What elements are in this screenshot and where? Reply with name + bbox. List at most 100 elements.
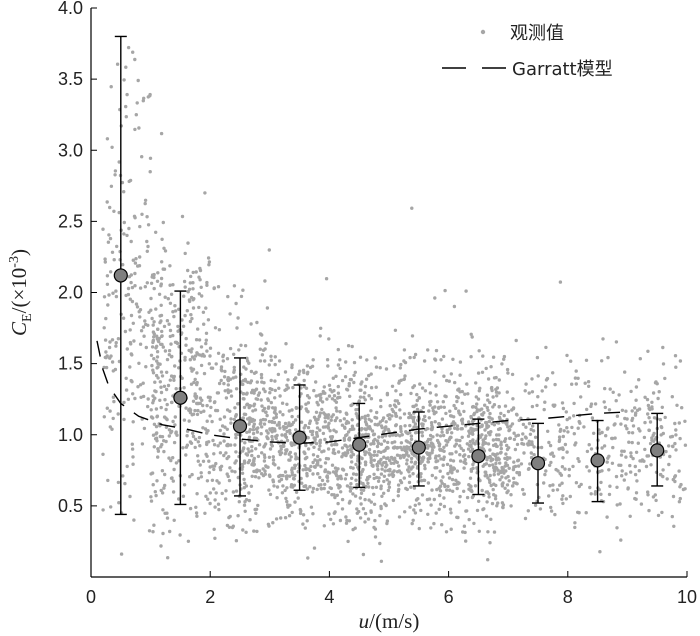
observed-point	[259, 432, 263, 436]
observed-point	[589, 447, 594, 451]
observed-point	[683, 419, 687, 423]
observed-point	[365, 423, 369, 427]
observed-point	[175, 433, 179, 437]
observed-point	[538, 507, 543, 511]
observed-point	[165, 370, 169, 374]
observed-point	[437, 493, 442, 498]
observed-point	[310, 432, 314, 437]
observed-point	[234, 459, 238, 463]
observed-point	[629, 451, 633, 455]
observed-point	[191, 399, 196, 403]
observed-point	[440, 417, 445, 421]
observed-point	[668, 454, 672, 459]
observed-point	[250, 474, 254, 478]
observed-point	[431, 435, 435, 439]
observed-point	[269, 354, 273, 358]
observed-point	[602, 400, 606, 404]
observed-point	[369, 500, 373, 504]
observed-point	[484, 473, 489, 477]
observed-point	[259, 421, 263, 425]
observed-point	[304, 402, 308, 406]
observed-point	[572, 432, 576, 436]
observed-point	[256, 503, 260, 508]
observed-point	[243, 441, 247, 445]
binned-mean-marker	[352, 437, 367, 452]
observed-point	[236, 316, 240, 320]
observed-point	[387, 473, 391, 477]
observed-point	[425, 451, 429, 455]
observed-point	[535, 403, 539, 408]
observed-point	[323, 416, 327, 420]
observed-point	[195, 492, 199, 496]
observed-point	[338, 410, 342, 414]
observed-point	[173, 423, 177, 427]
observed-point	[195, 382, 199, 387]
observed-point	[367, 417, 371, 421]
observed-point	[452, 304, 457, 309]
observed-point	[488, 430, 493, 434]
observed-point	[413, 503, 417, 507]
observed-point	[172, 376, 176, 380]
observed-point	[271, 478, 275, 482]
observed-point	[514, 434, 518, 438]
observed-point	[343, 477, 348, 481]
observed-point	[169, 355, 174, 359]
binned-mean	[352, 402, 367, 489]
observed-point	[159, 276, 164, 281]
observed-point	[469, 414, 473, 419]
observed-point	[271, 458, 276, 462]
observed-point	[622, 478, 626, 482]
observed-point	[524, 425, 528, 429]
observed-point	[322, 524, 326, 528]
observed-point	[598, 431, 602, 436]
observed-point	[291, 485, 295, 489]
observed-point	[630, 409, 634, 413]
observed-point	[332, 511, 336, 515]
observed-point	[311, 512, 315, 516]
observed-point	[154, 407, 159, 411]
observed-point	[213, 400, 217, 404]
observed-point	[498, 427, 502, 431]
observed-point	[122, 417, 126, 422]
observed-point	[466, 447, 471, 451]
observed-point	[345, 433, 349, 437]
observed-point	[427, 409, 431, 413]
observed-point	[165, 511, 169, 515]
observed-point	[330, 463, 335, 467]
observed-point	[475, 409, 479, 414]
observed-point	[381, 416, 386, 420]
observed-point	[121, 474, 125, 478]
observed-point	[402, 412, 407, 416]
observed-point	[353, 526, 357, 530]
observed-point	[420, 430, 424, 434]
observed-point	[623, 416, 627, 421]
observed-point	[333, 495, 337, 500]
observed-point	[546, 429, 550, 433]
observed-point	[237, 500, 241, 504]
observed-point	[607, 408, 612, 412]
x-axis-label-rest: /(m/s)	[369, 609, 419, 633]
observed-point	[293, 500, 297, 504]
observed-point	[333, 442, 337, 447]
observed-point	[111, 291, 115, 295]
observed-point	[674, 433, 678, 437]
observed-point	[161, 345, 165, 349]
observed-point	[345, 412, 349, 416]
observed-point	[549, 460, 553, 465]
observed-point	[458, 459, 463, 463]
observed-point	[604, 434, 608, 438]
observed-point	[365, 478, 369, 482]
binned-mean	[590, 419, 605, 503]
observed-point	[469, 332, 473, 336]
observed-point	[288, 431, 292, 435]
observed-point	[218, 465, 222, 470]
observed-point	[589, 402, 594, 406]
observed-point	[187, 348, 191, 353]
observed-point	[258, 347, 262, 351]
observed-point	[269, 442, 274, 447]
observed-point	[165, 417, 169, 422]
observed-point	[104, 316, 108, 321]
observed-point	[394, 389, 398, 393]
observed-point	[516, 458, 521, 462]
observed-point	[156, 365, 160, 369]
